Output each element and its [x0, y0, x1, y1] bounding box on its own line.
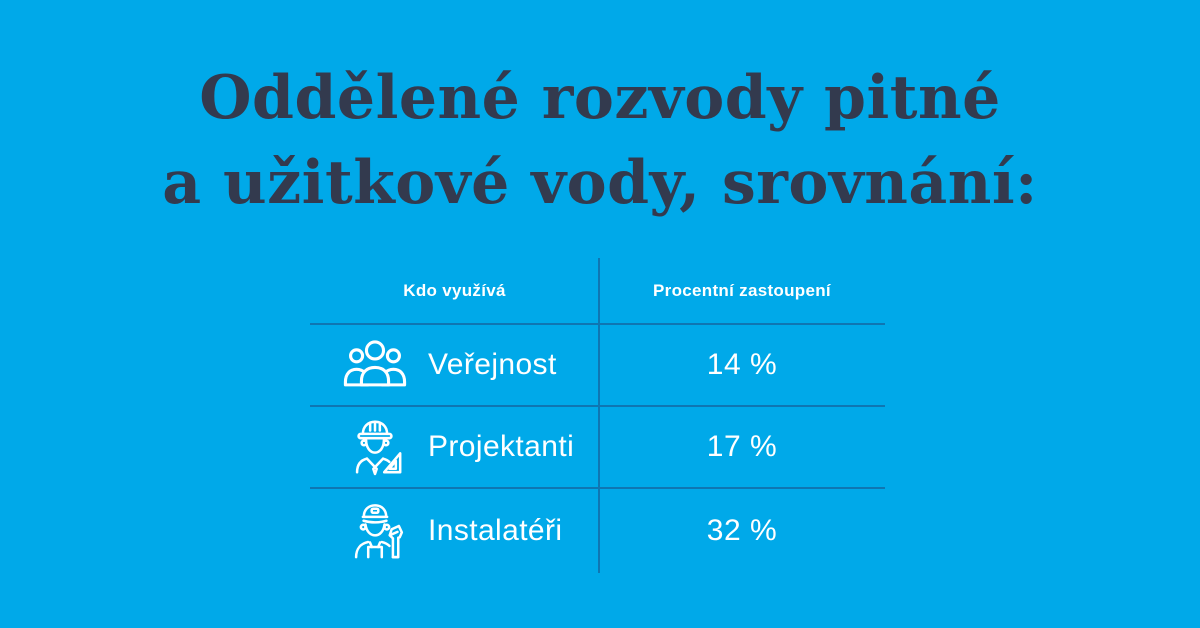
engineer-icon [342, 414, 408, 480]
people-group-icon [342, 332, 408, 398]
row-who-cell: Veřejnost [310, 325, 599, 405]
comparison-table: Kdo využívá Procentní zastoupení [310, 258, 885, 573]
row-value: 17 % [706, 430, 778, 463]
table-row: Projektanti 17 % [310, 405, 885, 487]
row-who-cell: Instalatéři [310, 489, 599, 573]
row-label: Veřejnost [428, 348, 557, 381]
table-row: Instalatéři 32 % [310, 487, 885, 573]
page-title: Oddělené rozvody pitné a užitkové vody, … [0, 56, 1200, 226]
row-value: 14 % [706, 348, 778, 381]
title-line-2: a užitkové vody, srovnání: [162, 148, 1038, 218]
plumber-icon [342, 498, 408, 564]
table-header-row: Kdo využívá Procentní zastoupení [310, 258, 885, 323]
row-value: 32 % [706, 514, 778, 547]
column-header-who: Kdo využívá [403, 280, 506, 300]
title-line-1: Oddělené rozvody pitné [199, 63, 1001, 133]
row-label: Instalatéři [428, 514, 563, 547]
row-label: Projektanti [428, 430, 575, 463]
column-header-percentage: Procentní zastoupení [653, 280, 831, 300]
column-divider [598, 258, 600, 573]
row-who-cell: Projektanti [310, 407, 599, 487]
table-row: Veřejnost 14 % [310, 323, 885, 405]
